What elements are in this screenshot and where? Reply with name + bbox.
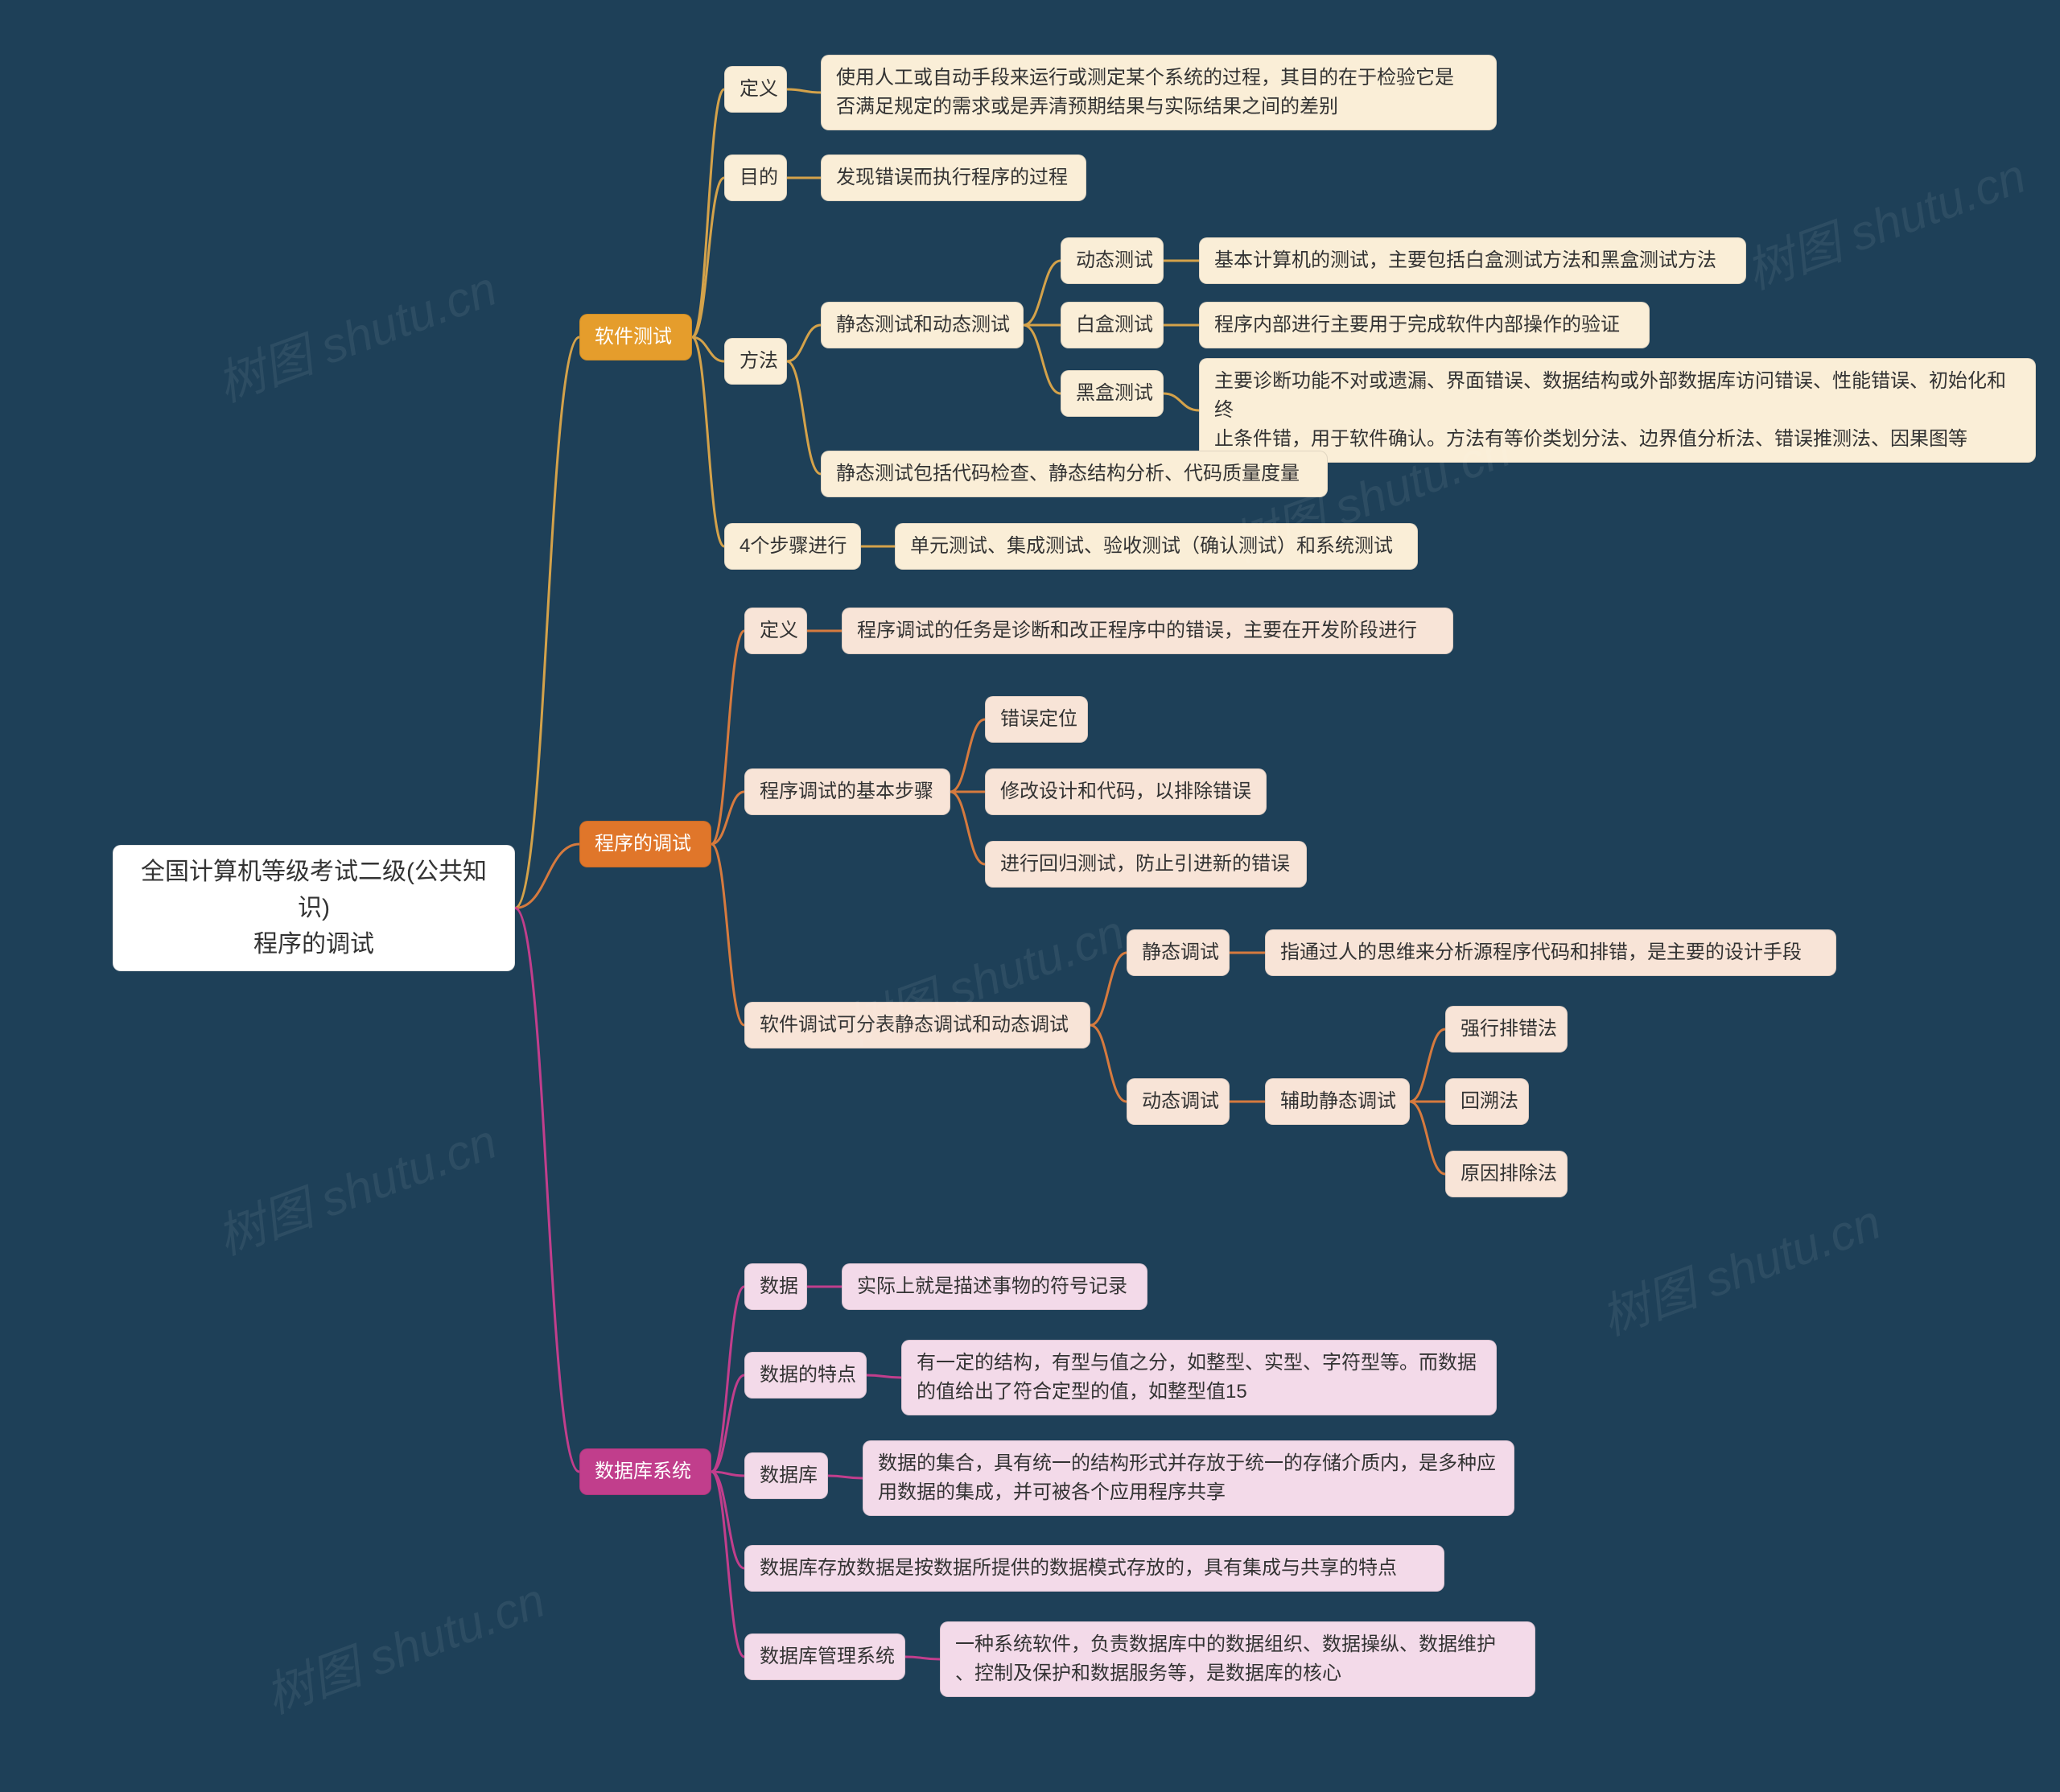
mindmap-node[interactable]: 数据库存放数据是按数据所提供的数据模式存放的，具有集成与共享的特点 <box>744 1545 1444 1592</box>
mindmap-node[interactable]: 数据库系统 <box>579 1448 711 1495</box>
mindmap-node[interactable]: 基本计算机的测试，主要包括白盒测试方法和黑盒测试方法 <box>1199 237 1746 284</box>
watermark: 树图 shutu.cn <box>1735 137 2033 303</box>
mindmap-node[interactable]: 数据的集合，具有统一的结构形式并存放于统一的存储介质内，是多种应用数据的集成，并… <box>863 1440 1514 1516</box>
mindmap-node[interactable]: 使用人工或自动手段来运行或测定某个系统的过程，其目的在于检验它是否满足规定的需求… <box>821 55 1497 130</box>
mindmap-node[interactable]: 目的 <box>724 154 787 201</box>
mindmap-node[interactable]: 主要诊断功能不对或遗漏、界面错误、数据结构或外部数据库访问错误、性能错误、初始化… <box>1199 358 2036 463</box>
mindmap-node[interactable]: 软件调试可分表静态调试和动态调试 <box>744 1002 1090 1048</box>
mindmap-node[interactable]: 有一定的结构，有型与值之分，如整型、实型、字符型等。而数据的值给出了符合定型的值… <box>901 1340 1497 1415</box>
mindmap-node[interactable]: 动态调试 <box>1127 1078 1230 1125</box>
mindmap-node[interactable]: 静态调试 <box>1127 929 1230 976</box>
mindmap-node[interactable]: 程序调试的基本步骤 <box>744 768 950 815</box>
mindmap-node[interactable]: 软件测试 <box>579 314 692 360</box>
mindmap-node[interactable]: 程序的调试 <box>579 821 711 867</box>
mindmap-node[interactable]: 静态测试和动态测试 <box>821 302 1024 348</box>
mindmap-node[interactable]: 一种系统软件，负责数据库中的数据组织、数据操纵、数据维护、控制及保护和数据服务等… <box>940 1621 1535 1697</box>
mindmap-node[interactable]: 错误定位 <box>985 696 1088 743</box>
mindmap-node[interactable]: 动态测试 <box>1061 237 1164 284</box>
mindmap-node[interactable]: 进行回归测试，防止引进新的错误 <box>985 841 1307 888</box>
mindmap-node[interactable]: 程序调试的任务是诊断和改正程序中的错误，主要在开发阶段进行 <box>842 608 1453 654</box>
watermark: 树图 shutu.cn <box>206 249 505 415</box>
mindmap-node[interactable]: 定义 <box>724 66 787 113</box>
mindmap-node[interactable]: 指通过人的思维来分析源程序代码和排错，是主要的设计手段 <box>1265 929 1836 976</box>
mindmap-node[interactable]: 数据 <box>744 1263 807 1310</box>
mindmap-node[interactable]: 辅助静态调试 <box>1265 1078 1410 1125</box>
mindmap-node[interactable]: 方法 <box>724 338 787 385</box>
mindmap-node[interactable]: 原因排除法 <box>1445 1151 1568 1197</box>
mindmap-node[interactable]: 强行排错法 <box>1445 1006 1568 1053</box>
watermark: 树图 shutu.cn <box>254 1561 553 1727</box>
mindmap-node[interactable]: 数据库管理系统 <box>744 1633 905 1680</box>
mindmap-node[interactable]: 静态测试包括代码检查、静态结构分析、代码质量度量 <box>821 451 1328 497</box>
mindmap-node[interactable]: 单元测试、集成测试、验收测试（确认测试）和系统测试 <box>895 523 1418 570</box>
mindmap-root[interactable]: 全国计算机等级考试二级(公共知识)程序的调试 <box>113 845 515 971</box>
mindmap-node[interactable]: 数据的特点 <box>744 1352 867 1399</box>
mindmap-node[interactable]: 4个步骤进行 <box>724 523 861 570</box>
mindmap-node[interactable]: 程序内部进行主要用于完成软件内部操作的验证 <box>1199 302 1650 348</box>
mindmap-node[interactable]: 实际上就是描述事物的符号记录 <box>842 1263 1147 1310</box>
mindmap-node[interactable]: 发现错误而执行程序的过程 <box>821 154 1086 201</box>
watermark: 树图 shutu.cn <box>1590 1183 1889 1349</box>
mindmap-node[interactable]: 黑盒测试 <box>1061 370 1164 417</box>
watermark: 树图 shutu.cn <box>206 1102 505 1268</box>
mindmap-node[interactable]: 数据库 <box>744 1452 828 1499</box>
mindmap-node[interactable]: 修改设计和代码，以排除错误 <box>985 768 1267 815</box>
mindmap-node[interactable]: 白盒测试 <box>1061 302 1164 348</box>
mindmap-node[interactable]: 回溯法 <box>1445 1078 1529 1125</box>
mindmap-node[interactable]: 定义 <box>744 608 807 654</box>
